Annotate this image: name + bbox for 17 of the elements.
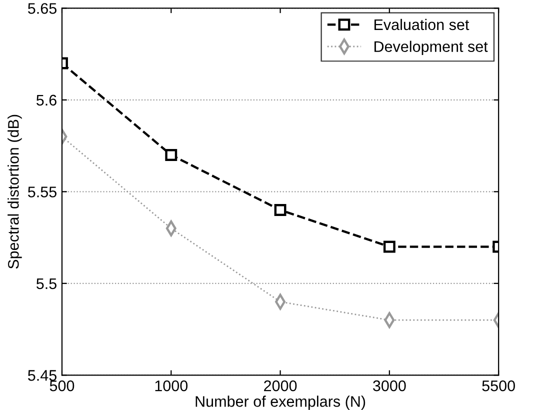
point — [165, 149, 178, 161]
y-tick-label: 5.45 — [28, 370, 56, 381]
x-tick-label: 1000 — [155, 380, 188, 392]
x-tick-label: 3000 — [373, 380, 406, 392]
y-axis-title: Spectral distortion (dB) — [8, 114, 22, 269]
y-tick-label: 5.65 — [28, 3, 56, 14]
y-tick-label: 5.5 — [36, 278, 56, 290]
point — [383, 240, 396, 253]
y-tick-label: 5.6 — [36, 94, 56, 106]
x-tick-label: 5500 — [482, 380, 515, 392]
x-axis-title: Number of exemplars (N) — [196, 396, 366, 410]
y-tick-label: 5.55 — [28, 186, 56, 198]
legend-label: Evaluation set — [374, 18, 470, 30]
x-tick-label: 500 — [50, 380, 74, 392]
point — [274, 204, 286, 216]
x-tick-label: 2000 — [264, 380, 297, 392]
legend-label: Development set — [374, 40, 488, 56]
